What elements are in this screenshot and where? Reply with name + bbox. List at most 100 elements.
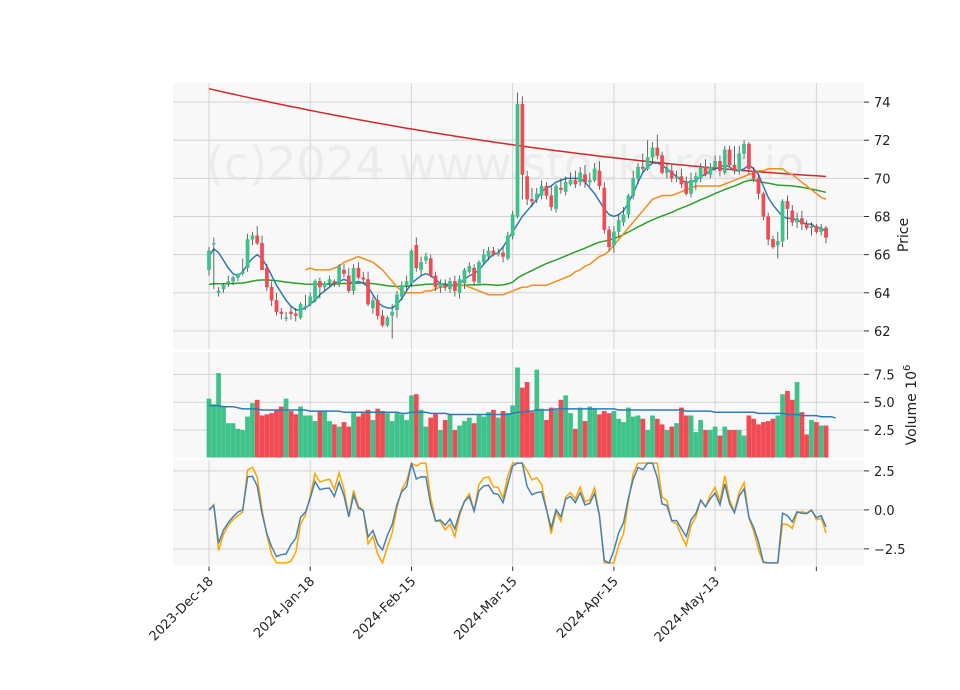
volume-bar [698, 419, 704, 459]
volume-bar [278, 406, 284, 459]
volume-bar [404, 419, 409, 459]
volume-bar [519, 387, 525, 459]
candle-body [371, 300, 375, 309]
volume-ma-line [209, 404, 836, 419]
candle-body [732, 164, 737, 171]
volume-bar [283, 398, 289, 459]
candle-body [284, 317, 288, 319]
volume-y-tick-label: 5.0 [874, 396, 895, 411]
candle-body [356, 267, 361, 278]
volume-bar [240, 429, 246, 459]
volume-bar [732, 429, 737, 459]
price-y-tick-label: 62 [874, 325, 891, 340]
price-y-tick-label: 70 [874, 172, 891, 187]
volume-bar [370, 419, 376, 459]
candle-body [399, 285, 404, 297]
volume-bar [727, 429, 732, 459]
volume-bar [626, 407, 631, 459]
volume-y-tick-label: 2.5 [874, 424, 895, 439]
volume-bar [351, 412, 356, 459]
volume-bar [384, 413, 390, 459]
volume-bar [780, 394, 785, 459]
volume-bar [413, 394, 419, 459]
candle-body [433, 275, 438, 288]
candle-body [549, 195, 554, 208]
candle-body [665, 168, 669, 173]
candle-body [780, 201, 785, 242]
candle-body [414, 244, 419, 269]
volume-bar [818, 425, 824, 459]
volume-bar [317, 410, 323, 459]
volume-bar [322, 410, 328, 459]
volume-bar [230, 423, 236, 459]
volume-bar [659, 424, 665, 459]
volume-bar [650, 415, 655, 459]
volume-bar [760, 422, 766, 459]
candle-body [727, 149, 732, 166]
candle-body [563, 182, 568, 192]
volume-bar [327, 421, 332, 459]
candle-body [472, 267, 476, 282]
candle-body [650, 147, 655, 158]
candle-body [669, 170, 674, 179]
candle-body [756, 178, 761, 194]
candle-body [506, 235, 510, 259]
volume-bar [466, 417, 472, 459]
candle-body [655, 147, 660, 156]
volume-bar [264, 414, 270, 459]
volume-bar [645, 429, 651, 459]
volume-bar [452, 429, 458, 459]
candle-body [766, 216, 771, 240]
candle-body [795, 218, 799, 223]
volume-bar [476, 414, 482, 459]
candle-body [443, 285, 448, 288]
candle-body [486, 250, 491, 257]
candle-body [337, 265, 341, 284]
volume-bar [225, 423, 231, 459]
candle-body [448, 281, 452, 290]
candle-body [424, 256, 428, 261]
price-y-tick-label: 64 [874, 287, 891, 302]
volume-bar [688, 415, 694, 459]
candle-body [240, 271, 245, 274]
candle-body [255, 235, 260, 244]
candle-body [308, 296, 313, 305]
candle-body [573, 180, 578, 185]
candle-body [819, 227, 824, 232]
volume-bar [577, 407, 583, 459]
volume-bar [683, 415, 689, 459]
candle-body [404, 281, 409, 286]
volume-bar [722, 426, 728, 459]
volume-bar [592, 408, 597, 459]
candle-body [322, 283, 327, 288]
candle-body [269, 286, 274, 301]
volume-bar [669, 426, 675, 459]
candle-body [501, 252, 505, 257]
volume-bar [495, 417, 501, 459]
candle-body [747, 143, 751, 169]
oscillator-fast-line [208, 462, 827, 564]
volume-bar [717, 435, 723, 459]
candle-body [477, 262, 481, 284]
candle-body [824, 227, 828, 238]
volume-bar [206, 398, 212, 459]
candle-body [515, 103, 520, 217]
candle-body [679, 176, 684, 185]
volume-bar [500, 410, 506, 459]
volume-bar [481, 416, 487, 459]
candle-body [260, 243, 264, 271]
candle-body [351, 267, 356, 292]
volume-bar [298, 406, 303, 459]
volume-bar [712, 426, 718, 459]
volume-bar [813, 422, 819, 459]
candle-body [602, 187, 607, 230]
volume-bar [471, 423, 477, 459]
candle-body [231, 277, 235, 282]
volume-bar [568, 413, 573, 459]
candle-body [612, 231, 616, 246]
candle-body [264, 267, 269, 288]
volume-bar [635, 415, 641, 459]
candle-body [544, 185, 549, 196]
candle-body [452, 281, 457, 292]
candle-body [621, 214, 626, 223]
